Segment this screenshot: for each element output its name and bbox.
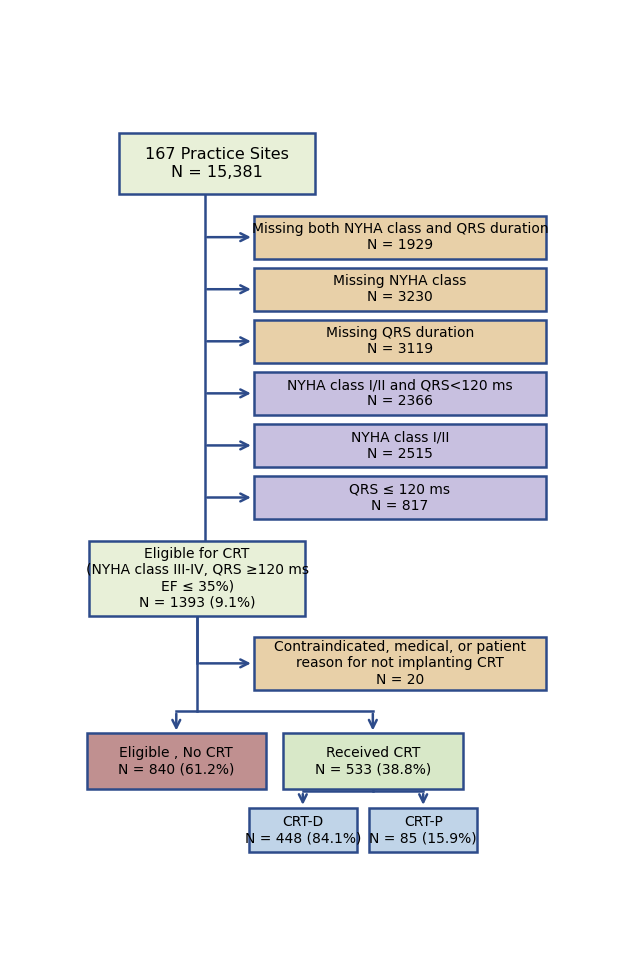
FancyBboxPatch shape — [254, 476, 546, 519]
FancyBboxPatch shape — [254, 268, 546, 311]
FancyBboxPatch shape — [283, 733, 463, 789]
FancyBboxPatch shape — [254, 637, 546, 690]
FancyBboxPatch shape — [249, 808, 357, 852]
Text: NYHA class I/II
N = 2515: NYHA class I/II N = 2515 — [351, 430, 449, 461]
FancyBboxPatch shape — [87, 733, 266, 789]
Text: QRS ≤ 120 ms
N = 817: QRS ≤ 120 ms N = 817 — [349, 482, 450, 513]
FancyBboxPatch shape — [254, 215, 546, 259]
FancyBboxPatch shape — [369, 808, 477, 852]
Text: CRT-D
N = 448 (84.1%): CRT-D N = 448 (84.1%) — [245, 815, 361, 845]
FancyBboxPatch shape — [254, 372, 546, 415]
Text: Missing QRS duration
N = 3119: Missing QRS duration N = 3119 — [326, 327, 474, 356]
Text: CRT-P
N = 85 (15.9%): CRT-P N = 85 (15.9%) — [370, 815, 477, 845]
Text: Missing both NYHA class and QRS duration
N = 1929: Missing both NYHA class and QRS duration… — [252, 222, 548, 252]
FancyBboxPatch shape — [119, 133, 315, 194]
FancyBboxPatch shape — [254, 320, 546, 363]
Text: Missing NYHA class
N = 3230: Missing NYHA class N = 3230 — [333, 274, 467, 304]
FancyBboxPatch shape — [89, 541, 306, 615]
Text: Eligible , No CRT
N = 840 (61.2%): Eligible , No CRT N = 840 (61.2%) — [118, 746, 235, 777]
Text: Received CRT
N = 533 (38.8%): Received CRT N = 533 (38.8%) — [314, 746, 431, 777]
FancyBboxPatch shape — [254, 424, 546, 467]
Text: NYHA class I/II and QRS<120 ms
N = 2366: NYHA class I/II and QRS<120 ms N = 2366 — [287, 379, 513, 409]
Text: 167 Practice Sites
N = 15,381: 167 Practice Sites N = 15,381 — [145, 148, 288, 180]
Text: Contraindicated, medical, or patient
reason for not implanting CRT
N = 20: Contraindicated, medical, or patient rea… — [274, 640, 526, 687]
Text: Eligible for CRT
(NYHA class III-IV, QRS ≥120 ms
EF ≤ 35%)
N = 1393 (9.1%): Eligible for CRT (NYHA class III-IV, QRS… — [86, 548, 309, 610]
